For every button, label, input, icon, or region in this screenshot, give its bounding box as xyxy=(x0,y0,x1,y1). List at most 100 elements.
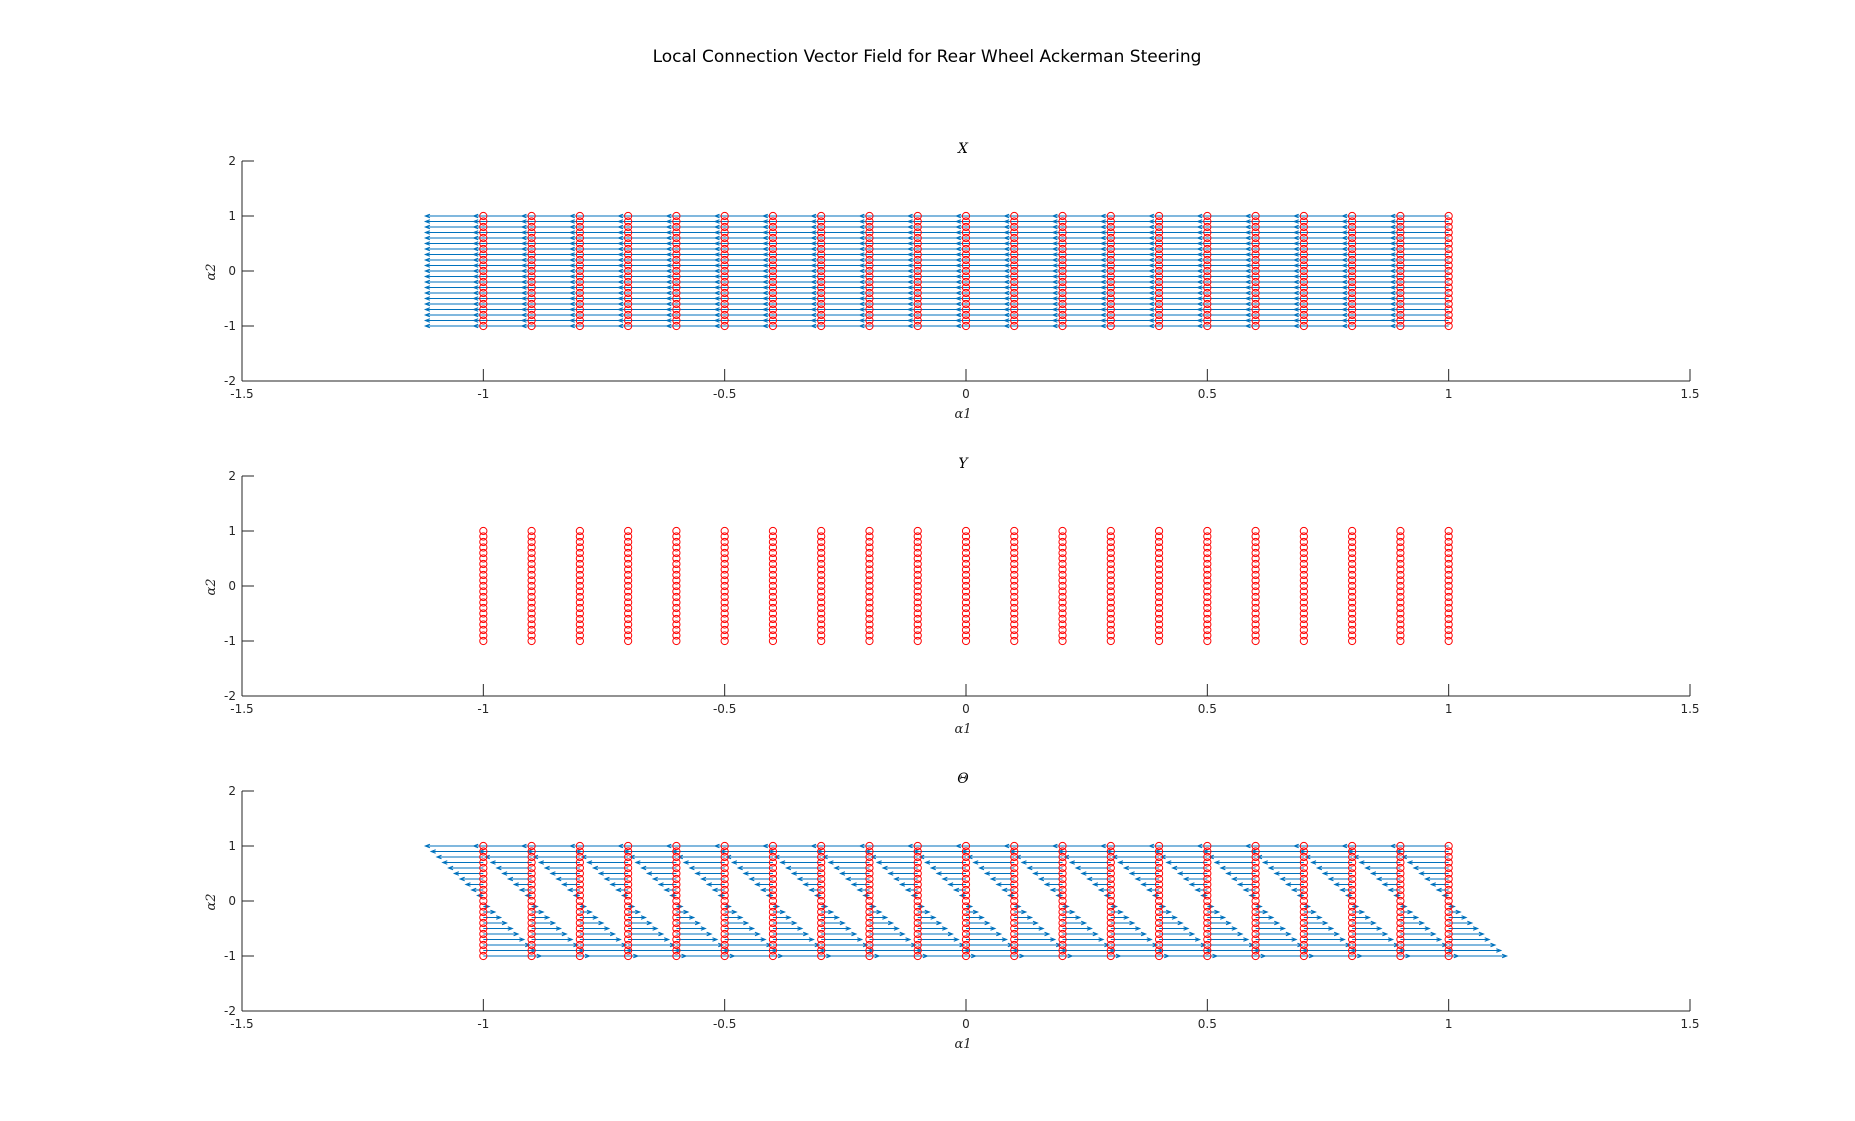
grid-marker xyxy=(479,902,488,911)
arrow-head xyxy=(1292,219,1299,224)
grid-marker xyxy=(1251,603,1260,613)
grid-marker xyxy=(624,217,633,226)
grid-marker xyxy=(865,924,874,933)
grid-marker xyxy=(1154,609,1164,618)
arrow-head xyxy=(520,296,527,301)
grid-marker xyxy=(624,625,633,635)
grid-marker xyxy=(865,255,874,265)
grid-marker xyxy=(672,537,681,547)
grid-marker xyxy=(624,261,633,270)
grid-marker xyxy=(1010,913,1019,922)
arrow-head xyxy=(996,931,1003,937)
grid-marker xyxy=(817,537,826,547)
grid-marker xyxy=(913,951,922,961)
grid-marker xyxy=(1106,636,1115,646)
arrow-head xyxy=(713,252,720,257)
arrow-head xyxy=(713,246,720,252)
grid-marker xyxy=(768,935,778,944)
arrow-head xyxy=(862,942,870,948)
grid-marker xyxy=(1396,592,1405,602)
grid-marker xyxy=(575,526,584,536)
grid-marker xyxy=(1058,250,1067,259)
grid-marker xyxy=(575,233,584,243)
arrow-head xyxy=(1389,285,1396,290)
grid-marker xyxy=(1396,239,1405,248)
grid-marker xyxy=(961,228,971,237)
grid-marker xyxy=(1203,559,1212,569)
x-tick-label: -1 xyxy=(477,1017,489,1031)
arrow-head xyxy=(1400,854,1408,860)
arrow-head xyxy=(1099,274,1106,279)
grid-marker xyxy=(817,266,826,276)
grid-marker xyxy=(961,526,971,536)
grid-marker xyxy=(1299,946,1308,955)
grid-marker xyxy=(1396,277,1405,287)
grid-marker xyxy=(1203,526,1212,536)
grid-marker xyxy=(913,940,922,950)
arrow-head xyxy=(1003,263,1010,268)
grid-marker xyxy=(1058,217,1067,226)
grid-marker xyxy=(817,294,826,303)
grid-marker xyxy=(913,625,922,635)
arrow-head xyxy=(550,920,557,926)
grid-marker xyxy=(1444,592,1453,602)
grid-marker xyxy=(624,316,633,325)
arrow-head xyxy=(609,931,617,937)
arrow-head xyxy=(1340,843,1348,849)
arrow-head xyxy=(1147,279,1155,285)
grid-marker xyxy=(1010,902,1019,911)
grid-marker xyxy=(1058,283,1067,292)
arrow-head xyxy=(682,860,689,865)
arrow-head xyxy=(810,307,817,312)
grid-marker xyxy=(1106,321,1115,331)
arrow-head xyxy=(472,307,479,312)
grid-marker xyxy=(913,576,922,585)
grid-marker xyxy=(527,537,536,547)
grid-marker xyxy=(672,863,681,873)
grid-marker xyxy=(720,946,729,955)
arrow-head xyxy=(906,301,913,307)
grid-marker xyxy=(624,896,633,906)
grid-marker xyxy=(768,217,778,226)
grid-marker xyxy=(768,576,778,585)
grid-marker xyxy=(1251,570,1260,580)
grid-marker xyxy=(672,228,681,237)
arrow-head xyxy=(1389,246,1396,252)
grid-marker xyxy=(1154,565,1164,574)
grid-marker xyxy=(1010,946,1019,955)
arrow-head xyxy=(665,257,672,263)
arrow-head xyxy=(713,268,720,274)
grid-marker xyxy=(1299,548,1308,558)
grid-marker xyxy=(1396,310,1405,320)
grid-marker xyxy=(1058,907,1067,917)
grid-marker xyxy=(624,874,633,884)
grid-marker xyxy=(913,250,922,259)
grid-marker xyxy=(624,283,633,292)
grid-marker xyxy=(768,863,778,873)
arrow-head xyxy=(1147,235,1155,241)
grid-marker xyxy=(1058,554,1067,563)
grid-marker xyxy=(1106,277,1115,287)
arrow-head xyxy=(828,909,835,915)
arrow-head xyxy=(1099,230,1106,235)
grid-marker xyxy=(1299,233,1308,243)
grid-marker xyxy=(961,321,971,331)
grid-marker xyxy=(961,537,971,547)
grid-marker xyxy=(1299,885,1308,895)
arrow-head xyxy=(669,893,676,898)
grid-marker xyxy=(575,620,584,629)
grid-marker xyxy=(817,880,826,889)
grid-marker xyxy=(1348,946,1357,955)
grid-marker xyxy=(817,924,826,933)
grid-marker xyxy=(672,305,681,314)
grid-marker xyxy=(527,929,536,939)
grid-marker xyxy=(624,222,633,232)
grid-marker xyxy=(575,321,584,331)
grid-marker xyxy=(1010,554,1019,563)
arrow-head xyxy=(1243,937,1250,942)
grid-marker xyxy=(479,217,488,226)
arrow-head xyxy=(568,323,575,329)
arrow-head xyxy=(954,318,962,323)
grid-marker xyxy=(1251,239,1260,248)
arrow-head xyxy=(1292,301,1299,307)
